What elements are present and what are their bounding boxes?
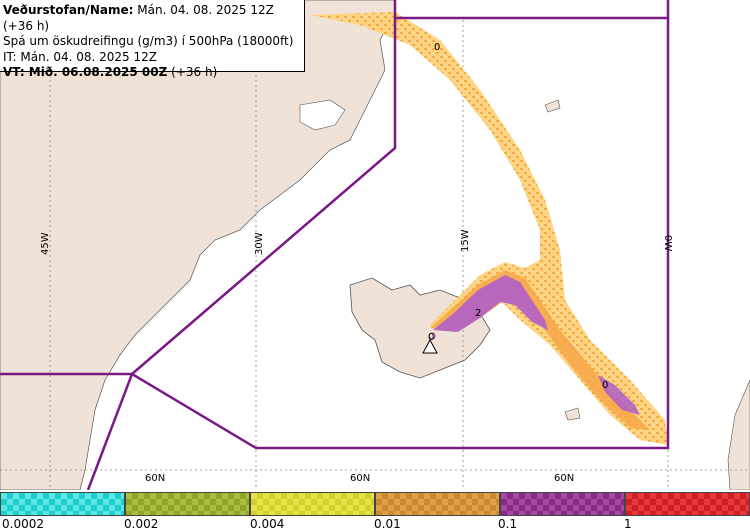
island-se: [564, 407, 581, 421]
area-boundary: [0, 0, 670, 490]
longitude-label-45w: 45W: [40, 232, 51, 255]
legend-tick: 0.004: [250, 517, 285, 531]
info-name-value: Mán. 04. 08. 2025 12Z (+36 h): [3, 3, 274, 33]
ash-dispersion-map: 0 0 2 0 45W 30W 15W 0W 60N 60N 60N: [0, 0, 750, 490]
legend-tick: 0.0002: [2, 517, 44, 531]
legend-bin-1: [125, 492, 250, 516]
forecast-info-box: Veðurstofan/Name: Mán. 04. 08. 2025 12Z …: [0, 0, 305, 79]
eruption-site-marker: [428, 332, 436, 340]
legend-bin-5: [625, 492, 750, 516]
ash-plume-high: [433, 275, 548, 332]
color-legend: 0.0002 0.002 0.004 0.01 0.1 1: [0, 490, 750, 532]
longitude-label-30w: 30W: [254, 232, 265, 255]
latitude-label: 60N: [350, 473, 370, 484]
info-name-label: Veðurstofan/Name:: [3, 3, 134, 17]
legend-bin-0: [0, 492, 125, 516]
info-line-vt: VT: Mið. 06.08.2025 00Z (+36 h): [3, 65, 304, 81]
legend-tick: 0.1: [498, 517, 518, 531]
contour-label: 2: [475, 308, 481, 319]
info-line-forecast: Spá um öskudreifingu (g/m3) í 500hPa (18…: [3, 34, 294, 48]
legend-tick: 0.01: [374, 517, 401, 531]
legend-bin-3: [375, 492, 500, 516]
legend-tick: 0.002: [124, 517, 159, 531]
legend-bin-2: [250, 492, 375, 516]
longitude-label-15w: 15W: [460, 229, 471, 252]
legend-tick: 1: [624, 517, 632, 531]
info-line-it: IT: Mán. 04. 08. 2025 12Z: [3, 49, 157, 64]
info-vt-label: VT: Mið. 06.08.2025 00Z: [3, 65, 168, 79]
ash-plume-high-south: [598, 375, 640, 415]
volcano-triangle-icon: [422, 338, 438, 354]
longitude-label-0w: 0W: [662, 235, 673, 251]
greenland-landmass: [0, 0, 396, 490]
norway-coast: [727, 379, 750, 490]
contour-label: 0: [428, 332, 434, 343]
greenland-fjord: [299, 99, 346, 131]
ash-plume-light: [310, 12, 668, 445]
island-ne: [544, 99, 561, 113]
contour-label: 0: [602, 380, 608, 391]
legend-tick-labels: 0.0002 0.002 0.004 0.01 0.1 1: [0, 516, 750, 532]
legend-color-bar: [0, 492, 750, 516]
latitude-label: 60N: [145, 473, 165, 484]
latitude-label: 60N: [554, 473, 574, 484]
info-line-name: Veðurstofan/Name: Mán. 04. 08. 2025 12Z …: [3, 3, 304, 34]
info-vt-value: (+36 h): [167, 65, 218, 79]
legend-bin-4: [500, 492, 625, 516]
contour-label: 0: [434, 42, 440, 53]
